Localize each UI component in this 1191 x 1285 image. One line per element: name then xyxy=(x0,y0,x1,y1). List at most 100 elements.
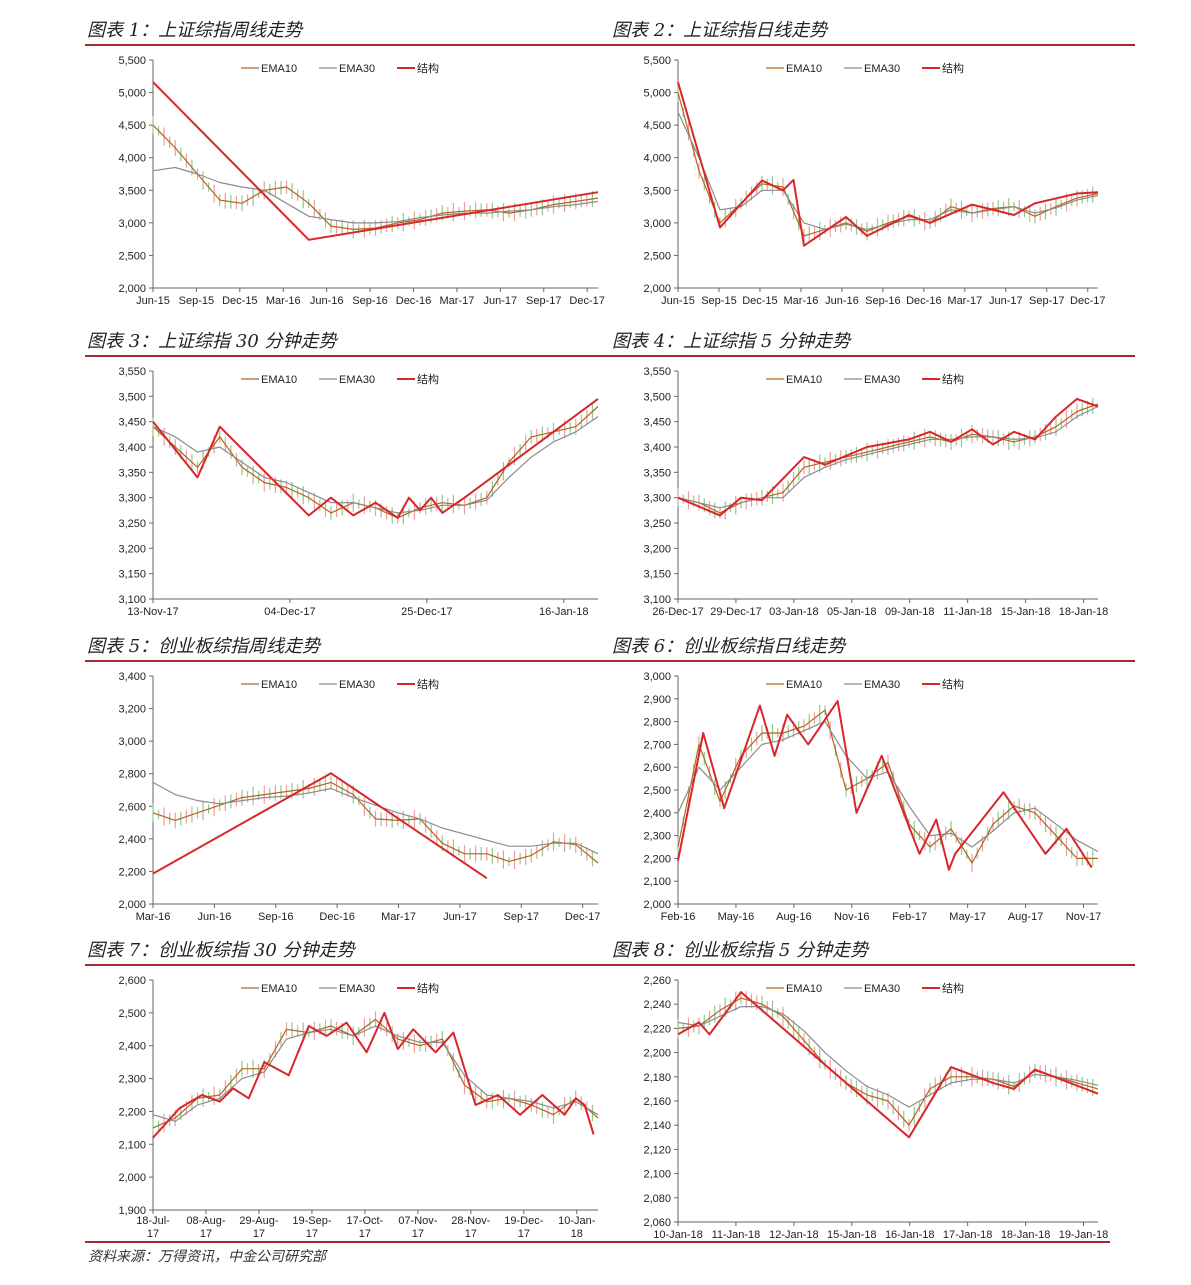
x-tick-label: 29-Aug- xyxy=(239,1215,278,1227)
chart-8: 2,060 2,080 2,100 2,120 2,140 2,160 2,180 2,200… xyxy=(643,975,1108,1241)
x-tick-label: Sep-15 xyxy=(701,295,736,307)
x-tick-label: Sep-17 xyxy=(1029,295,1064,307)
x-tick-label: 19-Dec- xyxy=(504,1215,543,1227)
ema30-line xyxy=(152,781,599,855)
y-tick-label: 5,000 xyxy=(118,88,146,100)
y-tick-label: 2,400 xyxy=(118,1041,146,1053)
x-tick-label: 29-Dec-17 xyxy=(710,606,761,618)
chart-4: 3,100 3,150 3,200 3,250 3,300 3,350 3,400 3,450… xyxy=(643,366,1109,618)
y-tick-label: 3,550 xyxy=(643,366,671,378)
x-tick-label: 09-Jan-18 xyxy=(885,606,935,618)
x-tick-label: 19-Sep- xyxy=(292,1215,331,1227)
y-tick-label: 2,500 xyxy=(643,785,671,797)
legend-label: EMA30 xyxy=(864,63,900,75)
title-rule xyxy=(85,44,610,46)
x-tick-label: Jun-17 xyxy=(483,295,517,307)
x-tick-label: Dec-16 xyxy=(319,911,354,923)
y-tick-label: 3,500 xyxy=(643,391,671,403)
chart-title: 图表 2：上证综指日线走势 xyxy=(612,20,828,41)
x-tick-label: 18-Jan-18 xyxy=(1059,606,1109,618)
chart-panel-5: 图表 5：创业板综指周线走势 2,000 2,200 2,400 2,600 2,800… xyxy=(85,630,610,930)
structure-line xyxy=(152,81,599,241)
y-tick-label: 2,700 xyxy=(643,739,671,751)
ema30-line xyxy=(152,1025,599,1122)
x-tick-label: Dec-16 xyxy=(396,295,431,307)
legend-label: EMA10 xyxy=(261,63,297,75)
x-tick-label: Sep-17 xyxy=(504,911,539,923)
x-tick-label: Jun-16 xyxy=(825,295,859,307)
legend-label: EMA10 xyxy=(786,63,822,75)
x-tick-label: Mar-16 xyxy=(136,911,171,923)
x-tick-label: Dec-17 xyxy=(1070,295,1105,307)
x-tick-label: 17 xyxy=(306,1228,318,1240)
structure-line xyxy=(677,991,1099,1139)
ema30-line xyxy=(152,416,599,514)
x-tick-label: Aug-16 xyxy=(776,911,811,923)
y-tick-label: 2,100 xyxy=(118,1139,146,1151)
x-tick-label: Feb-17 xyxy=(892,911,927,923)
x-tick-label: 17-Oct- xyxy=(347,1215,384,1227)
x-tick-label: 18-Jan-18 xyxy=(1001,1229,1051,1241)
chart-title: 图表 3：上证综指 30 分钟走势 xyxy=(87,331,337,352)
x-tick-label: Mar-16 xyxy=(784,295,819,307)
legend-label: 结构 xyxy=(942,981,964,995)
x-tick-label: Dec-15 xyxy=(742,295,777,307)
y-tick-label: 2,000 xyxy=(643,283,671,295)
structure-line xyxy=(152,398,599,519)
chart-panel-8: 图表 8：创业板综指 5 分钟走势 2,060 2,080 2,100 2,120 2,… xyxy=(610,934,1135,1241)
ema10-line xyxy=(677,709,1098,864)
y-tick-label: 3,500 xyxy=(118,391,146,403)
legend-label: EMA10 xyxy=(786,374,822,386)
legend-label: EMA30 xyxy=(864,679,900,691)
chart-panel-2: 图表 2：上证综指日线走势 2,000 2,500 3,000 3,500 4,000 4… xyxy=(610,14,1135,314)
x-tick-label: 17 xyxy=(359,1228,371,1240)
x-tick-label: 28-Nov- xyxy=(451,1215,490,1227)
y-tick-label: 2,600 xyxy=(118,801,146,813)
structure-line xyxy=(152,772,488,880)
y-tick-label: 3,300 xyxy=(118,493,146,505)
y-tick-label: 3,200 xyxy=(118,543,146,555)
y-tick-label: 2,800 xyxy=(118,769,146,781)
x-tick-label: 16-Jan-18 xyxy=(539,606,589,618)
y-tick-label: 2,500 xyxy=(118,1008,146,1020)
y-tick-label: 3,350 xyxy=(118,467,146,479)
x-tick-label: Sep-17 xyxy=(526,295,561,307)
y-tick-label: 3,350 xyxy=(643,467,671,479)
x-tick-label: 15-Jan-18 xyxy=(827,1229,877,1241)
x-tick-label: Nov-16 xyxy=(834,911,869,923)
x-tick-label: Jun-16 xyxy=(310,295,344,307)
y-tick-label: 4,500 xyxy=(118,120,146,132)
y-tick-label: 3,000 xyxy=(643,671,671,683)
chart-title: 图表 5：创业板综指周线走势 xyxy=(87,636,321,657)
legend: EMA10 EMA30 结构 xyxy=(241,61,439,75)
y-tick-label: 3,250 xyxy=(643,518,671,530)
y-tick-label: 2,000 xyxy=(118,283,146,295)
ema30-line xyxy=(677,111,1099,230)
y-tick-label: 2,100 xyxy=(643,1169,671,1181)
x-tick-label: 17 xyxy=(147,1228,159,1240)
structure-line xyxy=(677,700,1093,871)
x-tick-label: Sep-16 xyxy=(865,295,900,307)
y-tick-label: 4,500 xyxy=(643,120,671,132)
legend-label: EMA10 xyxy=(786,679,822,691)
chart-title: 图表 1：上证综指周线走势 xyxy=(87,20,303,41)
x-tick-label: 10-Jan-18 xyxy=(653,1229,703,1241)
y-tick-label: 2,300 xyxy=(118,1074,146,1086)
legend-label: 结构 xyxy=(942,61,964,75)
x-tick-label: 18-Jul- xyxy=(136,1215,170,1227)
y-tick-label: 2,900 xyxy=(643,694,671,706)
x-tick-label: Mar-17 xyxy=(439,295,474,307)
legend-label: EMA10 xyxy=(261,374,297,386)
x-tick-label: 11-Jan-18 xyxy=(712,1229,761,1241)
y-tick-label: 2,080 xyxy=(643,1193,671,1205)
x-tick-label: Jun-16 xyxy=(198,911,232,923)
legend-label: EMA30 xyxy=(864,983,900,995)
legend: EMA10 EMA30 结构 xyxy=(241,677,439,691)
title-rule xyxy=(610,964,1135,966)
ema30-line xyxy=(677,1005,1099,1108)
y-tick-label: 4,000 xyxy=(118,153,146,165)
legend: EMA10 EMA30 结构 xyxy=(766,372,964,386)
x-tick-label: Dec-17 xyxy=(569,295,604,307)
y-tick-label: 2,140 xyxy=(643,1120,671,1132)
y-tick-label: 2,100 xyxy=(643,876,671,888)
